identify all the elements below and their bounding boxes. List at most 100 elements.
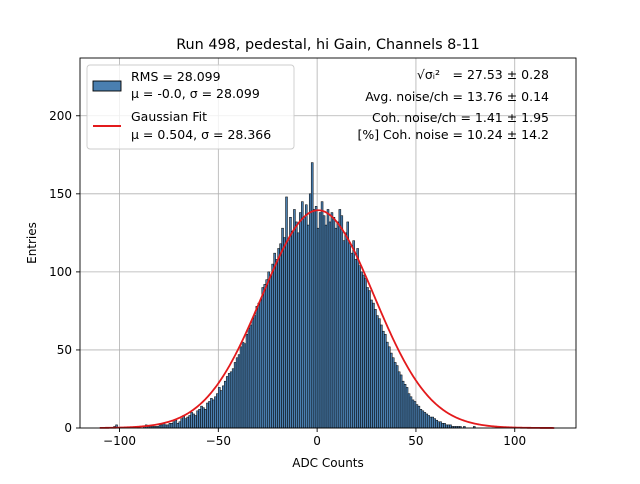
histogram-bar <box>168 423 172 429</box>
histogram-bar <box>285 196 288 429</box>
histogram-bar <box>310 162 314 429</box>
histogram-bar <box>277 248 280 429</box>
histogram-bar <box>384 334 387 429</box>
histogram-bar <box>206 402 209 429</box>
histogram-bar <box>409 396 413 429</box>
histogram-bar <box>425 413 429 429</box>
histogram-bar <box>388 346 391 429</box>
histogram-bar <box>401 380 405 429</box>
histogram-bar <box>378 318 381 429</box>
histogram-bar <box>307 224 310 429</box>
histogram-bar <box>433 418 436 429</box>
histogram-bar <box>222 385 225 429</box>
histogram-bar <box>245 334 249 429</box>
histogram-bar <box>190 412 193 429</box>
y-tick-label: 50 <box>57 343 72 357</box>
histogram-bar <box>259 299 263 429</box>
histogram-bar <box>235 357 239 429</box>
histogram-bar <box>265 279 268 429</box>
histogram-bar <box>241 341 245 429</box>
histogram-bar <box>160 424 164 429</box>
histogram-bar <box>338 209 342 429</box>
annotation-avg-noise: Avg. noise/ch = 13.76 ± 0.14 <box>365 89 549 104</box>
histogram-bar <box>158 424 162 429</box>
y-tick-label: 0 <box>64 421 72 435</box>
histogram-bar <box>287 240 290 429</box>
histogram-bar <box>447 424 450 429</box>
histogram-bar <box>356 248 359 429</box>
histogram-bar <box>336 221 340 429</box>
histogram-bar <box>393 362 397 429</box>
histogram-bar <box>227 373 231 429</box>
legend-fit-label-line2: μ = 0.504, σ = 28.366 <box>131 127 271 142</box>
histogram-bar <box>188 415 191 429</box>
legend-histogram-label-line2: μ = -0.0, σ = 28.099 <box>131 86 260 101</box>
histogram-bar <box>346 221 349 429</box>
histogram-bar <box>176 423 180 429</box>
histogram-bar <box>348 243 351 429</box>
histogram-bar <box>289 216 292 429</box>
histogram-bar <box>431 416 434 429</box>
histogram-bar <box>314 206 318 429</box>
histogram-bar <box>275 259 278 429</box>
legend: RMS = 28.099 μ = -0.0, σ = 28.099 Gaussi… <box>86 64 295 150</box>
histogram-bar <box>299 212 302 429</box>
legend-box <box>86 64 295 150</box>
histogram-bar <box>273 252 276 429</box>
histogram-bar <box>397 371 401 429</box>
y-tick-label: 100 <box>49 265 72 279</box>
histogram-bar <box>358 265 361 429</box>
legend-histogram-swatch <box>92 80 122 92</box>
histogram-bar <box>417 405 421 429</box>
gaussian-fit-curve <box>99 209 555 429</box>
histogram-bar <box>443 423 446 429</box>
histogram-bar <box>301 201 304 429</box>
annotation-sigma-value: = 27.53 ± 0.28 <box>453 67 550 82</box>
histogram-bar <box>318 212 322 429</box>
histogram-bar <box>324 224 328 429</box>
histogram-bar <box>312 209 316 429</box>
histogram-bar <box>334 227 338 429</box>
histogram-bar <box>380 324 383 429</box>
annotation-coh-noise-percent: [%] Coh. noise = 10.24 ± 14.2 <box>357 127 549 142</box>
histogram-bar <box>389 352 393 429</box>
y-axis-ticks: 0 50 100 150 200 <box>49 109 80 435</box>
histogram-bar <box>247 327 251 429</box>
histogram-bar <box>322 215 326 429</box>
histogram-bar <box>395 365 399 429</box>
histogram-bar <box>204 409 207 429</box>
histogram-bar <box>415 404 419 429</box>
histogram-bar <box>237 354 241 429</box>
histogram-bar <box>368 290 371 429</box>
histogram-bar <box>370 299 373 429</box>
histogram-bar <box>198 409 201 429</box>
histogram-bar <box>194 415 197 429</box>
y-axis-label: Entries <box>25 222 39 264</box>
histogram-bar <box>233 362 237 429</box>
histogram-bar <box>186 416 189 429</box>
histogram-bar <box>328 221 332 429</box>
histogram-bar <box>445 424 448 429</box>
histogram-bar <box>261 287 265 429</box>
histogram-bar <box>326 209 330 429</box>
histogram-bar <box>255 305 259 429</box>
histogram-bar <box>218 387 221 429</box>
histogram-bar <box>308 193 312 429</box>
histogram-bar <box>267 271 270 429</box>
histogram-bar <box>297 232 300 429</box>
histogram-bar <box>239 346 243 429</box>
noise-annotations: √σᵢ² = 27.53 ± 0.28 Avg. noise/ch = 13.7… <box>357 67 549 142</box>
histogram-bar <box>382 330 385 429</box>
histogram-bar <box>243 343 247 429</box>
histogram-bar <box>316 227 320 429</box>
y-tick-label: 200 <box>49 109 72 123</box>
histogram-bar <box>164 424 168 429</box>
histogram-bar <box>330 212 334 429</box>
histogram-bar <box>200 405 203 429</box>
x-axis-ticks: −100 −50 0 50 100 <box>103 428 526 448</box>
histogram-bar <box>224 380 227 429</box>
histogram-bar <box>360 271 363 429</box>
histogram-bar <box>405 387 409 429</box>
histogram-bar <box>303 216 306 429</box>
histogram-bar <box>192 413 195 429</box>
